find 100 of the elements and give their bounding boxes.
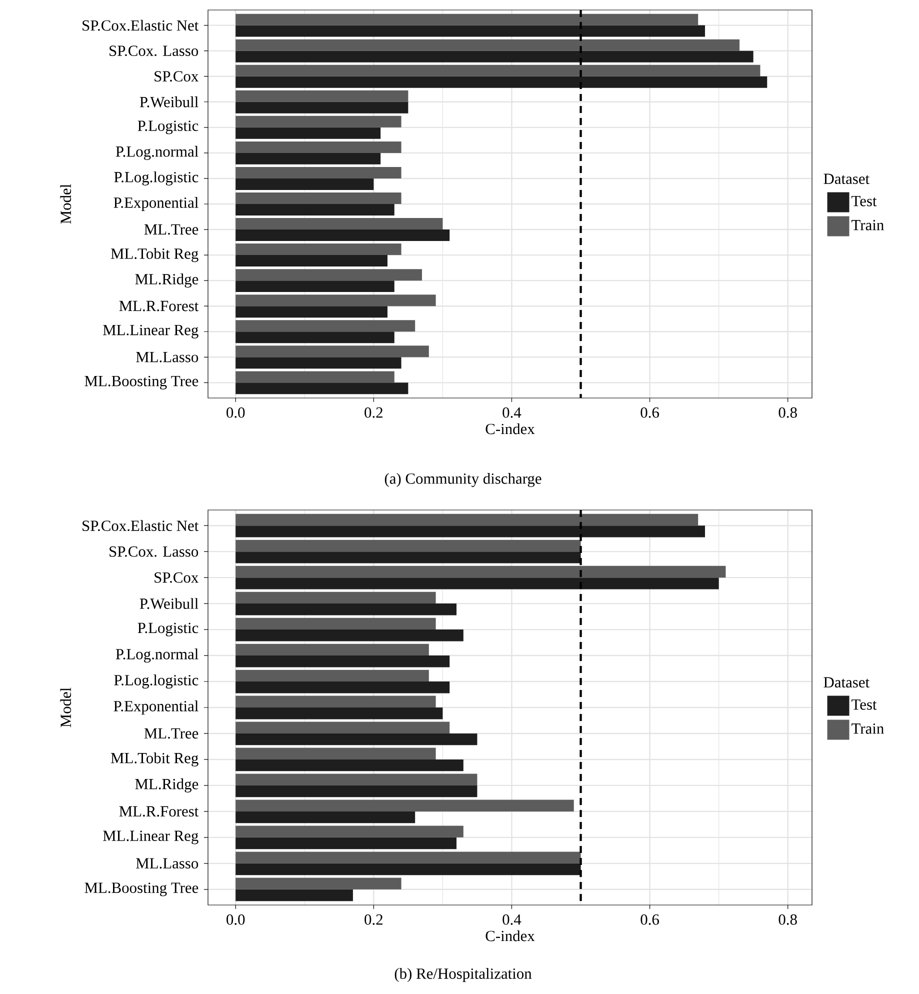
- y-tick-label: P.Log.normal: [116, 648, 198, 663]
- y-tick-label: P.Log.normal: [116, 146, 198, 160]
- bar: [236, 230, 450, 242]
- bar: [236, 656, 450, 668]
- bar: [236, 102, 408, 114]
- x-tick-label: 0.4: [502, 407, 522, 418]
- bar: [236, 306, 388, 318]
- y-tick-label: ML.Tree: [144, 224, 198, 235]
- y-tick-label: P.Weibull: [140, 96, 198, 108]
- y-tick-label: ML.R.Forest: [119, 806, 199, 817]
- bar: [236, 785, 478, 798]
- y-tick-label: SP.Cox. Lasso: [110, 46, 198, 56]
- x-tick-label: 0.2: [364, 914, 382, 925]
- x-axis-title: C-index: [486, 930, 535, 942]
- y-tick-label: ML.Ridge: [135, 778, 198, 792]
- bar: [236, 618, 436, 630]
- bar: [236, 64, 760, 76]
- bar: [236, 357, 402, 369]
- x-tick-label: 0.4: [502, 914, 522, 925]
- bar: [236, 90, 408, 102]
- y-tick-label: P.Log.logistic: [114, 171, 198, 186]
- bar: [236, 592, 436, 604]
- y-tick-label: P.Logistic: [138, 622, 198, 636]
- bar: [236, 382, 408, 394]
- legend-label: Train: [852, 723, 884, 734]
- bar: [236, 722, 450, 734]
- y-tick-label: P.Exponential: [114, 196, 198, 211]
- bar: [236, 800, 574, 812]
- bar: [236, 540, 581, 552]
- bar: [236, 255, 388, 267]
- y-tick-label: ML.Tree: [144, 728, 198, 739]
- bar: [236, 371, 394, 383]
- bar: [236, 748, 436, 760]
- bar: [236, 852, 581, 864]
- bar: [236, 811, 416, 824]
- bar: [236, 733, 478, 746]
- x-tick-label: 0.6: [640, 407, 659, 418]
- y-tick-label: SP.Cox: [154, 572, 198, 583]
- y-tick-label: ML.Boosting Tree: [84, 882, 198, 896]
- bar: [236, 566, 726, 578]
- y-tick-label: SP.Cox.Elastic Net: [82, 520, 199, 532]
- bar: [236, 141, 402, 153]
- y-axis-title: Model: [60, 688, 72, 728]
- bar: [236, 204, 394, 216]
- legend-title: Dataset: [824, 174, 870, 184]
- bar: [236, 826, 464, 838]
- bar: [236, 39, 740, 51]
- y-tick-label: P.Log.logistic: [114, 674, 198, 689]
- bar: [236, 244, 402, 256]
- bar: [236, 889, 353, 902]
- bar: [236, 774, 478, 786]
- bar: [236, 578, 719, 590]
- y-tick-label: ML.Lasso: [136, 858, 198, 869]
- bar: [236, 166, 402, 178]
- y-tick-label: ML.Linear Reg: [103, 324, 198, 338]
- x-tick-label: 0.0: [226, 914, 245, 925]
- bar: [236, 25, 706, 37]
- y-tick-label: SP.Cox: [154, 71, 198, 82]
- bar: [236, 696, 436, 708]
- legend-label: Train: [852, 220, 884, 230]
- bar: [236, 269, 422, 281]
- bar: [236, 682, 450, 694]
- y-tick-label: ML.R.Forest: [119, 300, 199, 312]
- bar: [236, 50, 754, 62]
- y-tick-label: ML.Tobit Reg: [110, 752, 198, 766]
- x-tick-label: 0.2: [364, 407, 382, 418]
- x-tick-label: 0.8: [778, 914, 797, 925]
- bar: [236, 630, 464, 642]
- bar: [236, 837, 457, 850]
- x-tick-label: 0.6: [640, 914, 659, 925]
- bar: [236, 192, 402, 204]
- bar: [236, 116, 402, 128]
- y-tick-label: SP.Cox.Elastic Net: [82, 20, 199, 31]
- x-tick-label: 0.8: [778, 407, 797, 418]
- bar: [236, 670, 429, 682]
- bar: [236, 294, 436, 306]
- bar: [236, 526, 706, 538]
- bar: [236, 514, 698, 526]
- y-tick-label: P.Weibull: [140, 598, 198, 610]
- bar: [236, 863, 581, 876]
- bar: [236, 346, 429, 358]
- bar: [236, 878, 402, 890]
- y-tick-label: ML.Ridge: [135, 274, 198, 288]
- bar: [236, 320, 416, 332]
- x-tick-label: 0.0: [226, 407, 245, 418]
- bar: [236, 152, 381, 164]
- text: (a) Community discharge: [384, 472, 542, 488]
- x-axis-title: C-index: [486, 423, 535, 434]
- y-tick-label: ML.Lasso: [136, 352, 198, 362]
- bar: [236, 707, 443, 720]
- bar: [236, 759, 464, 772]
- bar: [236, 76, 768, 88]
- bar: [236, 218, 443, 230]
- legend-label: Test: [852, 196, 877, 206]
- bar: [236, 280, 394, 292]
- y-tick-label: ML.Tobit Reg: [110, 248, 198, 262]
- bar: [236, 604, 457, 616]
- legend-label: Test: [852, 699, 877, 710]
- bar: [236, 644, 429, 656]
- bar: [236, 332, 394, 344]
